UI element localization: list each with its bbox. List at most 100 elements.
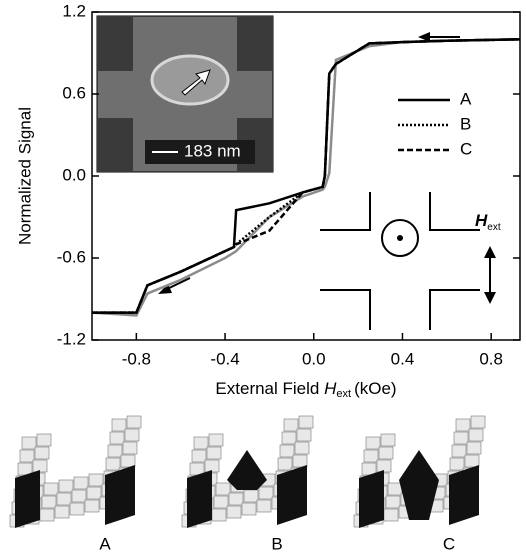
block [37,434,51,446]
sketch-corner [430,290,480,330]
block [106,458,120,470]
y-tick-label: 0.0 [62,165,86,184]
block [125,429,139,441]
legend-label: C [460,139,472,158]
y-tick-label: 1.2 [62,1,86,20]
block [194,437,208,449]
block [450,458,464,470]
block-face [449,465,479,525]
block [72,490,86,502]
block [299,416,313,428]
block [297,429,311,441]
field-subscript: ext [487,222,501,233]
block [209,434,223,446]
block [456,419,470,431]
x-axis-label: External Field Hext(kOe) [215,379,396,399]
block-face [15,470,40,528]
legend-label: A [460,89,472,108]
block [295,442,309,454]
block [74,477,88,489]
inset-pad [237,16,273,71]
block [20,450,34,462]
panel-label: C [443,534,455,553]
panels: A B C [10,416,485,553]
block [207,447,221,459]
block [40,509,54,521]
y-tick-label: -0.6 [57,247,86,266]
block [89,474,103,486]
block [57,493,71,505]
block-face [359,470,384,528]
block [452,445,466,457]
figure: Normalized Signal External Field Hext(kO… [0,0,526,559]
block [362,463,376,475]
x-tick-label: 0.8 [479,349,503,368]
y-tick-label: -1.2 [57,329,86,348]
block [18,463,32,475]
block [22,437,36,449]
panel-label: B [271,534,282,553]
block [257,500,271,512]
inset: 183 nm [97,16,273,172]
block [44,483,58,495]
block [284,419,298,431]
block [127,416,141,428]
field-symbol: H [475,211,488,230]
block [259,487,273,499]
x-label-symbol: H [324,379,337,398]
block-face [187,470,212,528]
block [469,429,483,441]
block [386,496,400,508]
block [229,493,243,505]
sketch-corner [320,290,370,330]
block [454,432,468,444]
block [293,455,307,467]
inset-pad [97,16,133,71]
block [190,463,204,475]
x-tick-label: 0.0 [302,349,326,368]
block [467,442,481,454]
block [242,503,256,515]
block [110,432,124,444]
block [87,487,101,499]
block [280,445,294,457]
block [121,455,135,467]
block [59,480,73,492]
block [55,506,69,518]
block [35,447,49,459]
block [379,447,393,459]
block [384,509,398,521]
y-axis-label: Normalized Signal [15,107,34,245]
sketch-dot [397,235,403,241]
block-face [105,465,135,525]
block [366,437,380,449]
block [282,432,296,444]
x-label-subscript: ext [336,388,351,400]
block [364,450,378,462]
x-label-text: External Field [215,379,319,398]
field-label: Hext [475,211,501,232]
sketch-corner [320,192,370,230]
block [70,503,84,515]
block [216,483,230,495]
block [471,416,485,428]
block [108,445,122,457]
scale-label: 183 nm [184,141,241,160]
sketch-corner [430,192,480,230]
inset-disk [152,56,228,104]
inset-pad [97,118,133,172]
block [42,496,56,508]
x-tick-label: -0.4 [210,349,239,368]
x-tick-label: 0.4 [391,349,415,368]
x-label-unit: (kOe) [354,379,397,398]
block [123,442,137,454]
block [214,496,228,508]
block [112,419,126,431]
block-face [227,450,267,490]
block [85,500,99,512]
block [278,458,292,470]
x-tick-label: -0.8 [122,349,151,368]
block [465,455,479,467]
block [227,506,241,518]
panel-label: A [99,534,111,553]
